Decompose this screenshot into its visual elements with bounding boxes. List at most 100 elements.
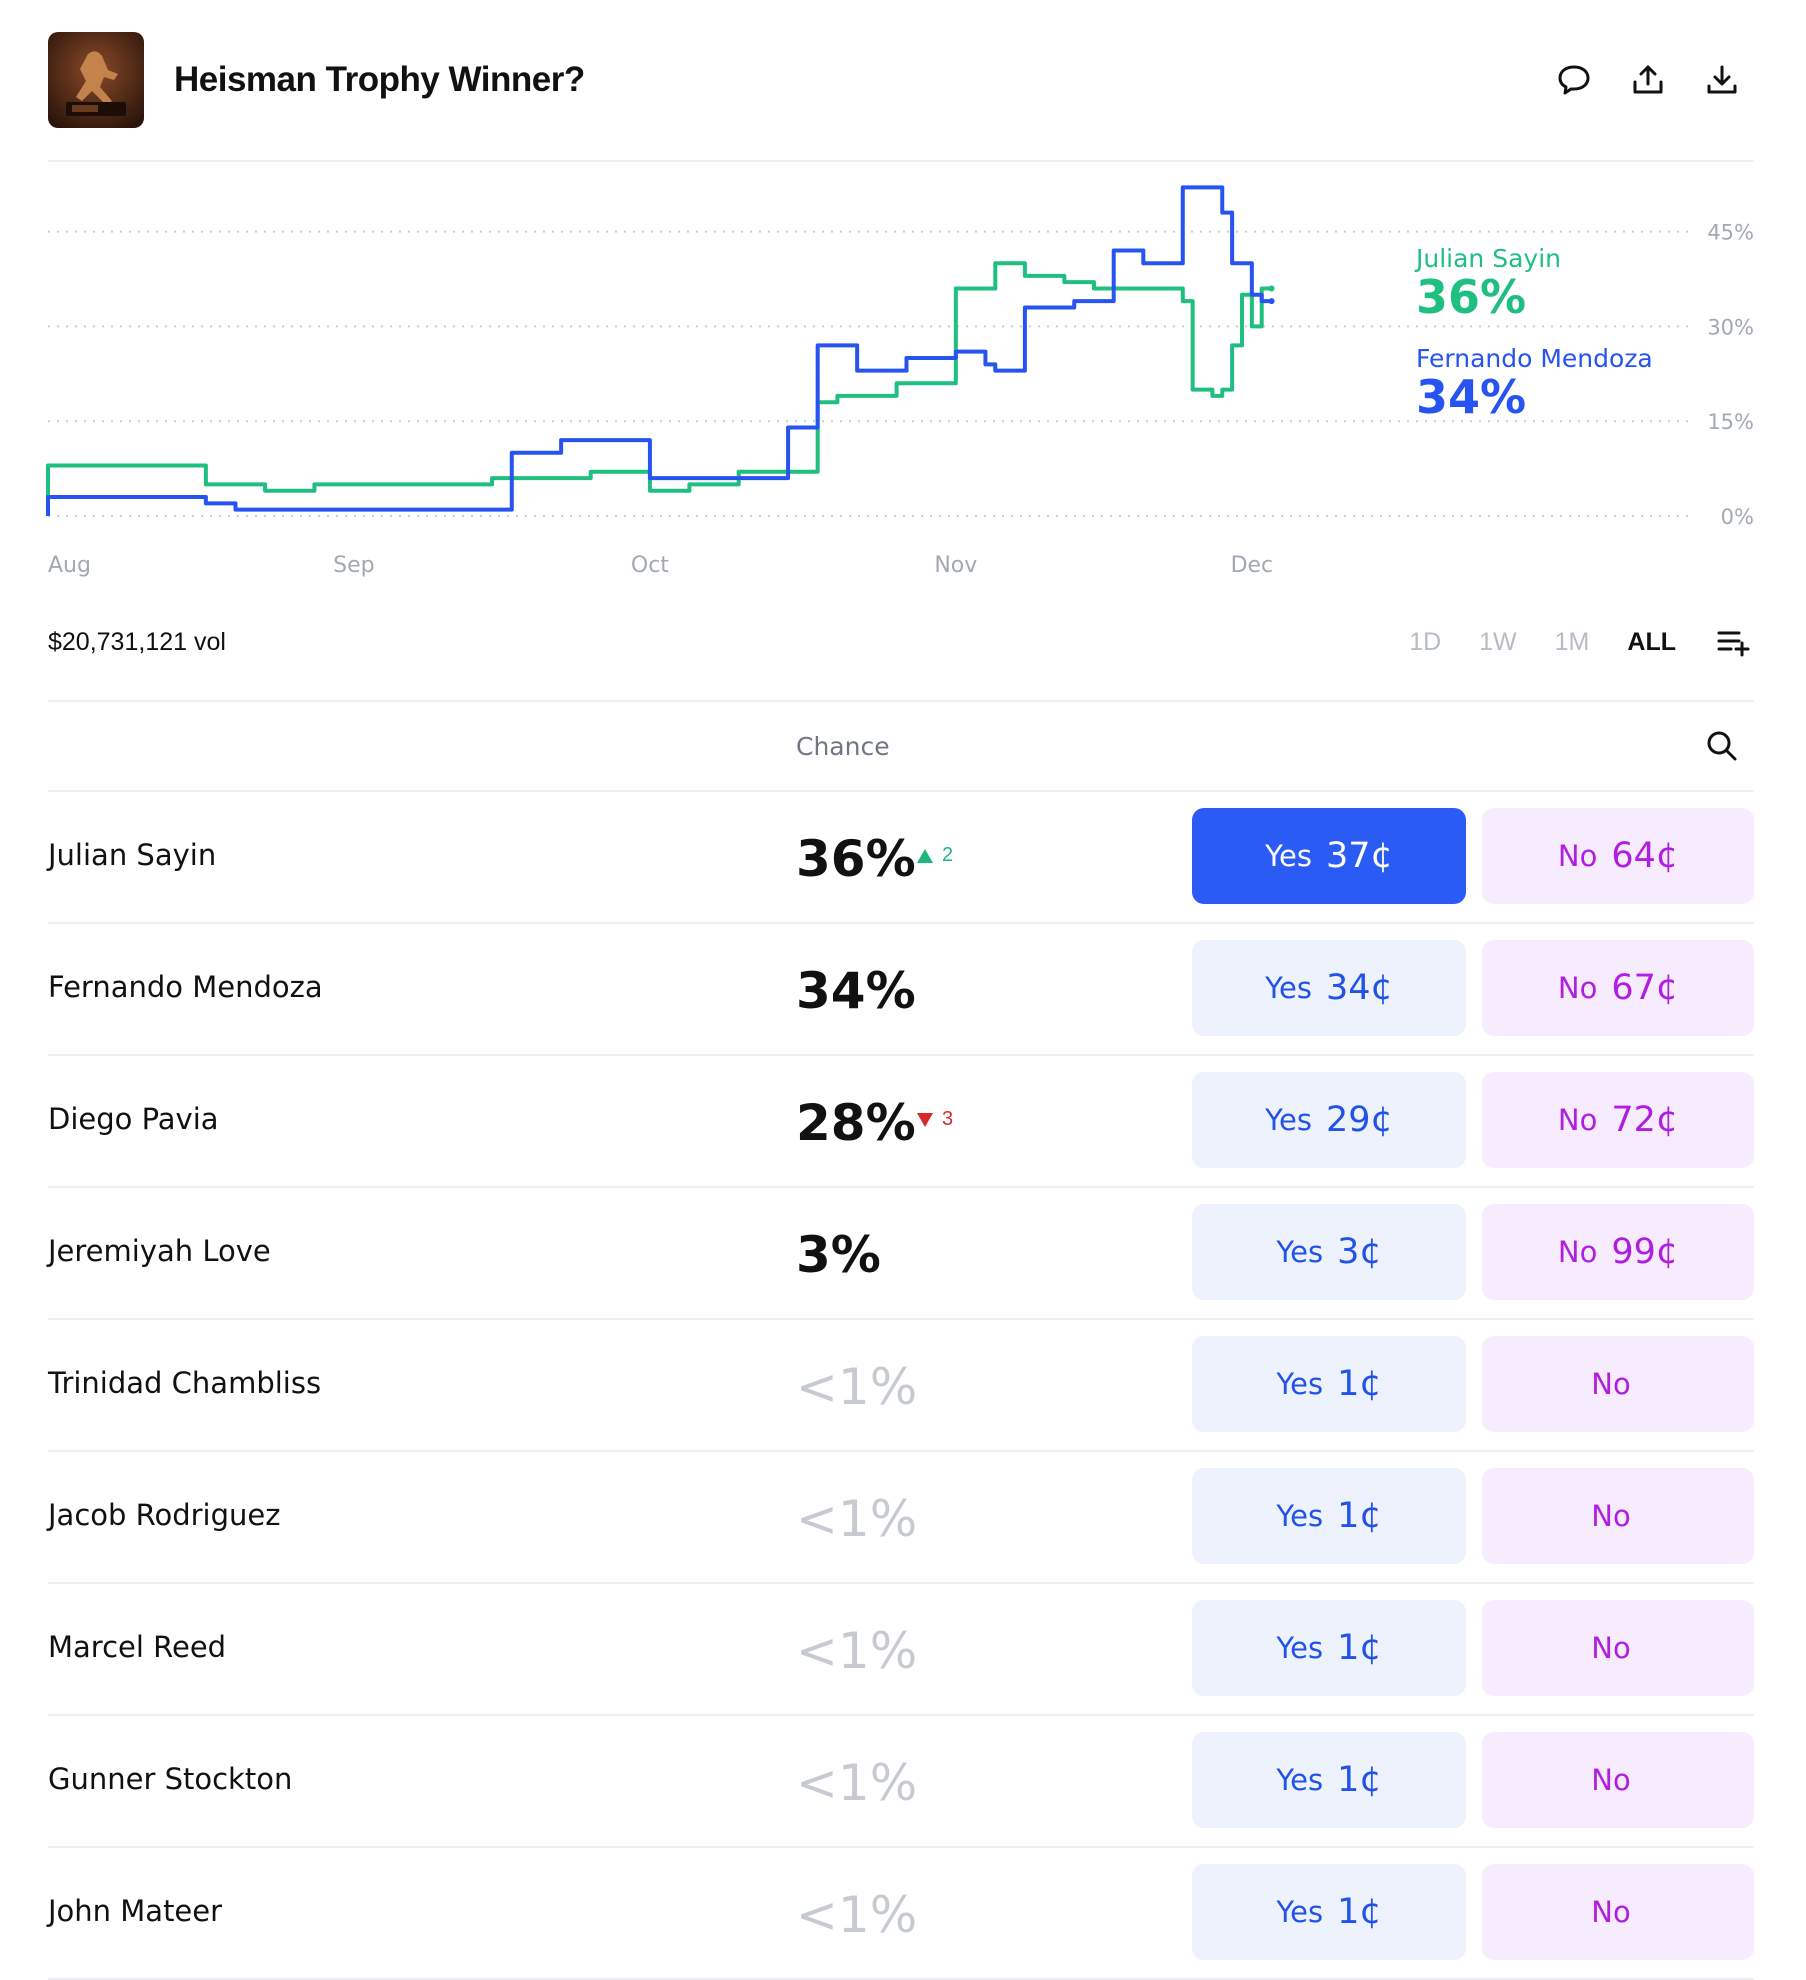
outcome-chance: <1% (796, 1490, 918, 1548)
x-tick-label: Oct (631, 553, 669, 578)
section-divider (48, 700, 1754, 702)
outcome-name: Trinidad Chambliss (48, 1366, 322, 1400)
yes-price: 29¢ (1326, 1100, 1393, 1140)
buy-no-button[interactable]: No 99¢ (1482, 1204, 1754, 1300)
yes-label: Yes (1265, 971, 1312, 1005)
range-1d[interactable]: 1D (1409, 627, 1442, 656)
outcome-row[interactable]: Julian Sayin 36% 2 Yes 37¢ No 64¢ (48, 790, 1754, 922)
buy-yes-button[interactable]: Yes 37¢ (1192, 808, 1466, 904)
outcome-name: Fernando Mendoza (48, 970, 323, 1004)
outcome-row[interactable]: Fernando Mendoza 34% Yes 34¢ No 67¢ (48, 922, 1754, 1054)
yes-price: 1¢ (1337, 1628, 1382, 1668)
buy-no-button[interactable]: No (1482, 1732, 1754, 1828)
delta-value: 2 (942, 844, 954, 866)
no-label: No (1557, 1103, 1598, 1137)
yes-label: Yes (1276, 1235, 1324, 1269)
range-selector: 1D 1W 1M ALL (1409, 622, 1754, 662)
series-value: 36% (1416, 270, 1527, 324)
outcome-row[interactable]: Diego Pavia 28% 3 Yes 29¢ No 72¢ (48, 1054, 1754, 1186)
buy-no-button[interactable]: No 67¢ (1482, 940, 1754, 1036)
no-label: No (1591, 1763, 1631, 1797)
series-end-label-julian-sayin: Julian Sayin 36% (1416, 244, 1561, 321)
outcome-chance: 34% (796, 962, 916, 1020)
x-tick-label: Dec (1231, 553, 1274, 578)
no-label: No (1557, 839, 1598, 873)
outcome-name: Jacob Rodriguez (48, 1498, 281, 1532)
delta-value: 3 (942, 1108, 954, 1130)
range-1w[interactable]: 1W (1479, 627, 1517, 656)
no-price: 64¢ (1611, 836, 1679, 876)
y-tick-label: 45% (1707, 221, 1754, 245)
no-price: 72¢ (1611, 1100, 1679, 1140)
range-all[interactable]: ALL (1627, 627, 1676, 656)
yes-label: Yes (1265, 839, 1312, 873)
price-history-chart: 45% 30% 15% 0% Aug Sep Oct Nov Dec Julian Sayin … (0, 160, 1806, 590)
outcome-name: Gunner Stockton (48, 1762, 293, 1796)
buy-yes-button[interactable]: Yes 3¢ (1192, 1204, 1466, 1300)
series-name: Fernando Mendoza (1416, 344, 1653, 373)
buy-yes-button[interactable]: Yes 1¢ (1192, 1600, 1466, 1696)
share-icon[interactable] (1628, 60, 1668, 100)
outcome-row[interactable]: Gunner Stockton <1% Yes 1¢ No (48, 1714, 1754, 1846)
no-price: 99¢ (1611, 1232, 1679, 1272)
outcome-chance: 3% (796, 1226, 881, 1284)
yes-label: Yes (1276, 1895, 1324, 1929)
buy-yes-button[interactable]: Yes 1¢ (1192, 1864, 1466, 1960)
no-label: No (1557, 1235, 1598, 1269)
y-tick-label: 30% (1707, 315, 1754, 339)
buy-no-button[interactable]: No (1482, 1600, 1754, 1696)
no-label: No (1591, 1895, 1631, 1929)
yes-label: Yes (1265, 1103, 1312, 1137)
yes-price: 3¢ (1337, 1232, 1382, 1272)
yes-price: 1¢ (1337, 1496, 1382, 1536)
yes-price: 1¢ (1337, 1892, 1382, 1932)
market-title: Heisman Trophy Winner? (174, 60, 585, 99)
buy-yes-button[interactable]: Yes 1¢ (1192, 1468, 1466, 1564)
header-actions (1554, 60, 1742, 100)
outcome-row[interactable]: Marcel Reed <1% Yes 1¢ No (48, 1582, 1754, 1714)
chance-column-header: Chance (796, 732, 890, 761)
outcome-row[interactable]: Jeremiyah Love 3% Yes 3¢ No 99¢ (48, 1186, 1754, 1318)
series-end-point (1268, 298, 1275, 305)
range-1m[interactable]: 1M (1554, 627, 1590, 656)
outcome-name: Diego Pavia (48, 1102, 219, 1136)
yes-price: 37¢ (1326, 836, 1393, 876)
outcome-chance: <1% (796, 1754, 918, 1812)
buy-no-button[interactable]: No 72¢ (1482, 1072, 1754, 1168)
outcome-chance: <1% (796, 1358, 918, 1416)
no-label: No (1591, 1631, 1631, 1665)
outcome-name: Julian Sayin (48, 838, 217, 872)
yes-label: Yes (1276, 1367, 1324, 1401)
outcome-name: Jeremiyah Love (48, 1234, 271, 1268)
search-icon[interactable] (1704, 728, 1740, 769)
buy-yes-button[interactable]: Yes 1¢ (1192, 1732, 1466, 1828)
x-tick-label: Nov (934, 553, 977, 578)
outcome-chance: 36% (796, 830, 916, 888)
outcome-row[interactable]: John Mateer <1% Yes 1¢ No (48, 1846, 1754, 1980)
yes-label: Yes (1276, 1763, 1324, 1797)
comment-icon[interactable] (1554, 60, 1594, 100)
add-to-list-icon[interactable] (1714, 622, 1754, 662)
buy-yes-button[interactable]: Yes 1¢ (1192, 1336, 1466, 1432)
series-line-fernando-mendoza (46, 185, 1272, 516)
series-value: 34% (1416, 370, 1527, 424)
series-line-julian-sayin (46, 261, 1272, 516)
buy-no-button[interactable]: No (1482, 1468, 1754, 1564)
yes-price: 1¢ (1337, 1760, 1382, 1800)
x-tick-label: Sep (333, 553, 374, 578)
outcome-chance: 28% (796, 1094, 916, 1152)
outcome-row[interactable]: Trinidad Chambliss <1% Yes 1¢ No (48, 1318, 1754, 1450)
yes-label: Yes (1276, 1499, 1324, 1533)
no-label: No (1591, 1499, 1631, 1533)
outcome-name: John Mateer (48, 1894, 223, 1928)
download-icon[interactable] (1702, 60, 1742, 100)
buy-no-button[interactable]: No (1482, 1336, 1754, 1432)
chance-delta: 2 (916, 844, 953, 867)
buy-no-button[interactable]: No (1482, 1864, 1754, 1960)
volume-text: $20,731,121 vol (48, 628, 226, 656)
trend-down-icon (917, 1112, 933, 1127)
buy-yes-button[interactable]: Yes 34¢ (1192, 940, 1466, 1036)
buy-yes-button[interactable]: Yes 29¢ (1192, 1072, 1466, 1168)
outcome-row[interactable]: Jacob Rodriguez <1% Yes 1¢ No (48, 1450, 1754, 1582)
buy-no-button[interactable]: No 64¢ (1482, 808, 1754, 904)
